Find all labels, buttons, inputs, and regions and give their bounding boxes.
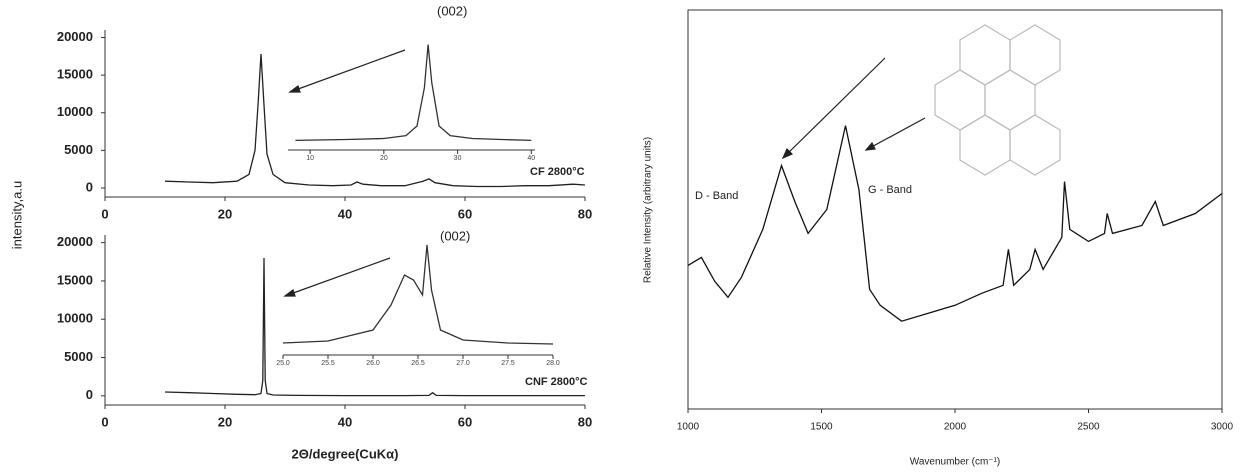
y-tick-label: 5000 (64, 142, 93, 157)
x-tick-label: 3000 (1211, 422, 1234, 433)
x-tick-label: 20 (380, 155, 388, 162)
data-line (295, 44, 532, 142)
annotation: D - Band (695, 190, 738, 202)
x-tick-label: 60 (458, 414, 472, 429)
x-tick-label: 25.0 (276, 360, 290, 367)
annotation: CF 2800°C (530, 166, 585, 178)
y-axis-label: Relative Intensity (arbitrary units) (643, 137, 654, 283)
y-tick-label: 20000 (57, 234, 93, 249)
x-tick-label: 28.0 (546, 360, 560, 367)
x-tick-label: 2500 (1077, 422, 1100, 433)
arrows (283, 49, 926, 297)
data-line (282, 244, 554, 345)
x-tick-label: 80 (578, 206, 592, 221)
data-line (164, 257, 585, 397)
x-tick-label: 30 (454, 155, 462, 162)
y-tick-label: 20000 (57, 29, 93, 44)
x-axis-label: 2Θ/degree(CuKα) (292, 446, 399, 461)
x-tick-label: 20 (218, 206, 232, 221)
data-line (164, 54, 586, 188)
y-axis-label: intensity,a.u (9, 181, 24, 249)
x-tick-label: 2000 (944, 422, 967, 433)
y-tick-label: 0 (86, 387, 93, 402)
x-tick-label: 1500 (810, 422, 833, 433)
x-tick-label: 1000 (677, 422, 700, 433)
x-tick-label: 80 (578, 414, 592, 429)
x-axis-label: Wavenumber (cm⁻¹) (910, 457, 1000, 468)
annotation: CNF 2800°C (525, 376, 588, 388)
x-tick-label: 0 (101, 414, 108, 429)
x-tick-label: 40 (527, 155, 535, 162)
y-tick-label: 15000 (57, 272, 93, 287)
y-tick-label: 10000 (57, 311, 93, 326)
x-tick-label: 60 (458, 206, 472, 221)
x-tick-label: 27.5 (501, 360, 515, 367)
graphene-lattice (934, 24, 1061, 176)
annotation: G - Band (868, 184, 912, 196)
y-tick-label: 15000 (57, 67, 93, 82)
y-tick-label: 10000 (57, 104, 93, 119)
x-tick-label: 40 (338, 414, 352, 429)
x-tick-label: 20 (218, 414, 232, 429)
y-tick-label: 5000 (64, 349, 93, 364)
data-line (687, 125, 1223, 322)
annotation: (002) (440, 228, 470, 243)
x-tick-label: 26.5 (411, 360, 425, 367)
x-tick-label: 27.0 (456, 360, 470, 367)
x-tick-label: 10 (306, 155, 314, 162)
x-tick-label: 0 (101, 206, 108, 221)
annotation: (002) (437, 3, 467, 18)
x-tick-label: 26.0 (366, 360, 380, 367)
x-tick-label: 40 (338, 206, 352, 221)
x-tick-label: 25.5 (321, 360, 335, 367)
y-tick-label: 0 (86, 179, 93, 194)
